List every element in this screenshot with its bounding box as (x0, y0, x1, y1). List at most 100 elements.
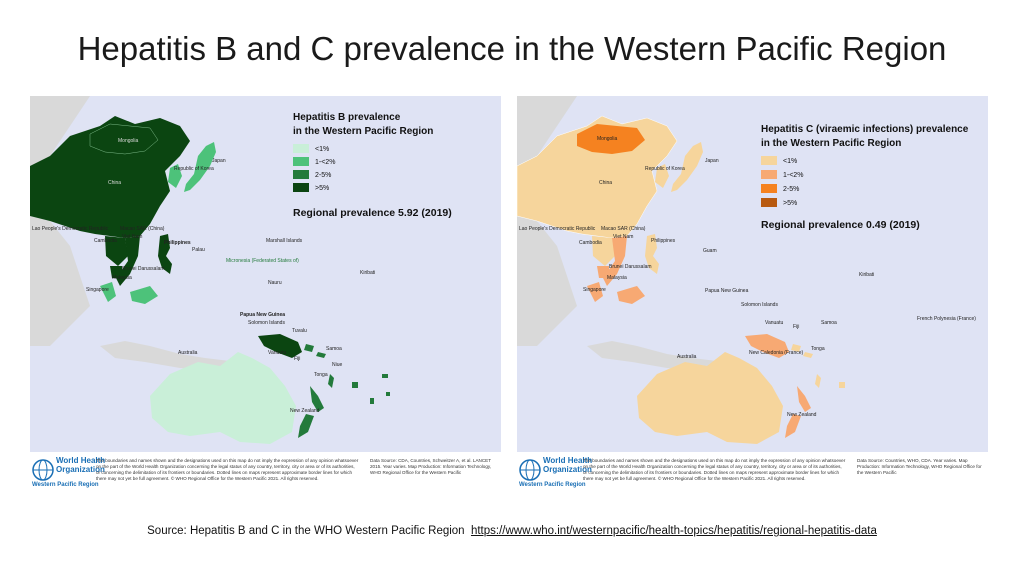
legend-swatch-1-2 (761, 170, 777, 179)
label-vanuatu: Vanuatu (765, 320, 783, 326)
legend-swatch-2-5 (761, 184, 777, 193)
region-japan (184, 142, 216, 192)
legend-item: >5% (315, 185, 329, 192)
region-korea (655, 164, 669, 188)
label-china: China (599, 180, 612, 186)
region-fiji (352, 382, 358, 388)
legend-item: <1% (783, 158, 797, 165)
who-logo-icon (519, 459, 541, 481)
disclaimer: The boundaries and names shown and the d… (96, 458, 359, 481)
who-name: World Health Organization (543, 456, 593, 474)
regional-prevalence: Regional prevalence 0.49 (2019) (761, 219, 920, 231)
region-philippines (645, 234, 659, 274)
data-source: Data Source: CDA, Countries, Schweitzer … (370, 458, 492, 475)
region-mongolia (89, 123, 159, 155)
data-source: Data Source: Countries, WHO, CDA. Year v… (857, 458, 982, 475)
legend-swatch-1-2 (293, 157, 309, 166)
who-region: Western Pacific Region (519, 482, 586, 488)
region-australia (637, 352, 783, 444)
label-macao: Macao SAR (China) (120, 226, 165, 232)
label-marshall: Marshall Islands (266, 238, 303, 244)
region-nz (785, 386, 811, 438)
label-japan: Japan (705, 158, 719, 164)
legend-item: 1-<2% (783, 172, 803, 179)
legend-item: <1% (315, 146, 329, 153)
label-mongolia: Mongolia (118, 138, 139, 144)
source-prefix: Source: Hepatitis B and C in the WHO Wes… (147, 525, 465, 537)
label-kiribati: Kiribati (859, 272, 874, 278)
label-niue: Niue (332, 362, 343, 368)
label-mongolia: Mongolia (597, 136, 618, 142)
label-japan: Japan (212, 158, 226, 164)
source-link[interactable]: https://www.who.int/westernpacific/healt… (470, 525, 877, 537)
source-citation: Source: Hepatitis B and C in the WHO Wes… (0, 525, 1024, 537)
region-cambodia (110, 266, 122, 278)
label-png: Papua New Guinea (240, 312, 285, 318)
label-french-polynesia: French Polynesia (France) (917, 316, 976, 322)
region-lao (105, 236, 128, 266)
legend-swatch-2-5 (293, 170, 309, 179)
legend-item: 1-<2% (315, 159, 335, 166)
disclaimer: The boundaries and names shown and the d… (583, 458, 846, 481)
who-name-line2: Organization (543, 464, 592, 474)
label-solomon: Solomon Islands (248, 320, 285, 326)
label-vietnam: Viet Nam (122, 234, 142, 240)
label-tonga: Tonga (314, 372, 328, 378)
label-philippines: Philippines (651, 238, 676, 244)
label-singapore: Singapore (583, 287, 606, 293)
label-lao: Lao People's Democratic Republic (519, 226, 596, 232)
label-china: China (108, 180, 121, 186)
footer-hepc: World Health Organization Western Pacifi… (517, 454, 988, 494)
label-australia: Australia (677, 354, 697, 360)
label-malaysia: Malaysia (607, 275, 627, 281)
legend-item: 2-5% (783, 186, 799, 193)
label-vietnam: Viet Nam (613, 234, 633, 240)
regional-prevalence: Regional prevalence 5.92 (2019) (293, 207, 452, 219)
region-png (745, 334, 789, 358)
label-tuvalu: Tuvalu (292, 328, 307, 334)
legend-swatch-gt5 (293, 183, 309, 192)
region-fiji (839, 382, 845, 388)
region-png (258, 334, 302, 358)
legend-title-line1: Hepatitis B prevalence (293, 112, 401, 123)
region-korea (168, 164, 182, 188)
region-malaysia (100, 282, 158, 304)
label-lao: Lao People's Democratic Republic (32, 226, 109, 232)
label-nz: New Zealand (787, 412, 817, 418)
who-name-line1: World Health (56, 456, 106, 465)
region-australia (150, 352, 296, 444)
region-japan (671, 142, 703, 192)
label-tonga: Tonga (811, 346, 825, 352)
region-solomon (304, 344, 326, 358)
label-macao: Macao SAR (China) (601, 226, 646, 232)
label-cambodia: Cambodia (579, 240, 602, 246)
label-new-caledonia: New Caledonia (France) (749, 350, 804, 356)
hepatitis-b-map-svg: Hepatitis B prevalence in the Western Pa… (30, 96, 501, 452)
label-philippines: Philippines (164, 240, 191, 246)
label-malaysia: Malaysia (112, 275, 132, 281)
who-region: Western Pacific Region (32, 482, 99, 488)
who-logo-icon (32, 459, 54, 481)
hepatitis-c-map: Hepatitis C (viraemic infections) preval… (517, 96, 988, 452)
region-solomon (791, 344, 813, 358)
label-australia: Australia (178, 350, 198, 356)
hepatitis-b-map: Hepatitis B prevalence in the Western Pa… (30, 96, 501, 452)
slide-title: Hepatitis B and C prevalence in the West… (77, 30, 947, 67)
label-korea: Republic of Korea (174, 166, 214, 172)
legend-title-line2: in the Western Pacific Region (293, 126, 433, 137)
label-solomon: Solomon Islands (741, 302, 778, 308)
region-vanuatu (328, 374, 334, 388)
who-name-line2: Organization (56, 464, 105, 474)
who-name-line1: World Health (543, 456, 593, 465)
footer-hepb: World Health Organization Western Pacifi… (30, 454, 501, 494)
region-samoa (382, 374, 388, 378)
label-samoa: Samoa (821, 320, 837, 326)
label-brunei: Brunei Darussalam (122, 266, 165, 272)
label-png: Papua New Guinea (705, 288, 749, 294)
legend-swatch-lt1 (293, 144, 309, 153)
label-vanuatu: Vanuatu (268, 350, 286, 356)
legend-swatch-lt1 (761, 156, 777, 165)
label-palau: Palau (192, 247, 205, 253)
label-singapore: Singapore (86, 287, 109, 293)
label-fiji: Fiji (793, 324, 799, 330)
